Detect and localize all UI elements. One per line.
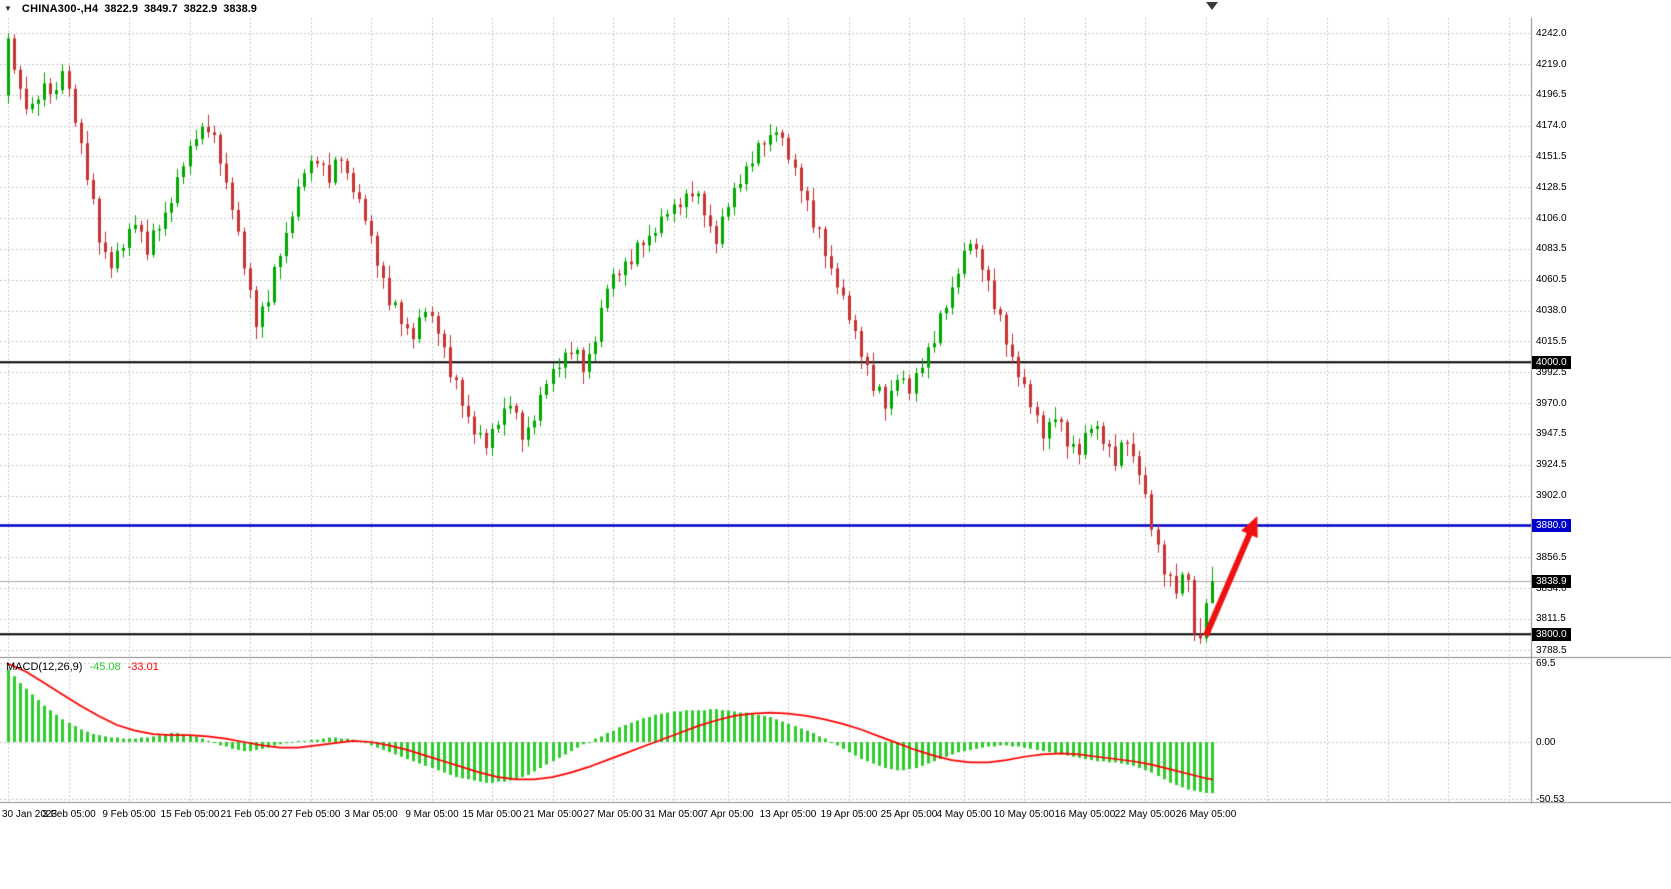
price-axis-label: 3856.5: [1536, 551, 1567, 563]
time-axis-label: 9 Mar 05:00: [405, 809, 459, 820]
price-badge: 3880.0: [1532, 519, 1571, 532]
time-axis-label: 30 Jan 2023: [2, 809, 58, 820]
time-axis-label: 13 Apr 05:00: [759, 809, 817, 820]
time-axis-label: 10 May 05:00: [993, 809, 1055, 820]
price-axis-label: 3970.0: [1536, 397, 1567, 409]
price-axis-label: 3834.0: [1536, 582, 1567, 594]
price-axis-label: 3924.5: [1536, 459, 1567, 471]
price-axis-label: 4242.0: [1536, 27, 1567, 39]
macd-scale-label: -50.53: [1536, 793, 1565, 805]
time-axis-label: 7 Apr 05:00: [702, 809, 754, 820]
price-axis-label: 4038.0: [1536, 305, 1567, 317]
time-axis-label: 15 Feb 05:00: [160, 809, 220, 820]
time-axis-label: 27 Mar 05:00: [583, 809, 643, 820]
price-axis-label: 4015.5: [1536, 335, 1567, 347]
quote-low: 3822.9: [183, 3, 218, 15]
time-axis-label: 22 May 05:00: [1114, 809, 1176, 820]
time-axis-label: 26 May 05:00: [1175, 809, 1237, 820]
price-axis-label: 3902.0: [1536, 490, 1567, 502]
time-axis-label: 3 Mar 05:00: [344, 809, 398, 820]
price-axis-label: 4060.5: [1536, 274, 1567, 286]
quote-high: 3849.7: [143, 3, 178, 15]
time-axis-label: 21 Mar 05:00: [523, 809, 583, 820]
price-axis-label: 4083.5: [1536, 243, 1567, 255]
time-axis-label: 15 Mar 05:00: [462, 809, 522, 820]
time-axis-label: 19 Apr 05:00: [820, 809, 878, 820]
quote-open: 3822.9: [104, 3, 138, 15]
time-axis[interactable]: 30 Jan 2023 3 Feb 05:00 9 Feb 05:00 15 Feb …: [0, 803, 1671, 829]
chevron-down-icon[interactable]: ▼: [4, 4, 12, 13]
price-axis-label: 3788.5: [1536, 644, 1567, 656]
price-axis-label: 4196.5: [1536, 89, 1567, 101]
macd-title: MACD(12,26,9): [6, 661, 83, 673]
time-axis-label: 31 Mar 05:00: [644, 809, 704, 820]
time-axis-label: 25 Apr 05:00: [880, 809, 938, 820]
chart-header: ▼ CHINA300-,H4 3822.9 3849.7 3822.9 3838…: [0, 0, 257, 18]
time-axis-label: 27 Feb 05:00: [281, 809, 341, 820]
quote-close: 3838.9: [223, 3, 257, 15]
price-axis-label: 4219.0: [1536, 58, 1567, 70]
price-axis-label: 4128.5: [1536, 181, 1567, 193]
price-axis-label: 3811.5: [1536, 613, 1566, 625]
price-axis-label: 4151.5: [1536, 150, 1567, 162]
price-badge: 3838.9: [1532, 574, 1571, 588]
macd-value: -45.08: [89, 661, 121, 673]
price-axis-label: 4106.0: [1536, 212, 1567, 224]
macd-scale-label: 69.5: [1536, 657, 1556, 669]
macd-scale-label: 0.00: [1536, 736, 1556, 748]
price-badge: 4000.0: [1532, 355, 1571, 369]
time-axis-label: 16 May 05:00: [1054, 809, 1116, 820]
time-axis-label: 21 Feb 05:00: [220, 809, 280, 820]
price-axis-label: 3947.5: [1536, 428, 1567, 440]
macd-indicator-label: MACD(12,26,9) -45.08 -33.01: [6, 661, 166, 673]
chart-shift-marker[interactable]: [1206, 2, 1218, 10]
symbol-period-label: CHINA300-,H4: [21, 3, 99, 15]
macd-signal-value: -33.01: [127, 661, 159, 673]
time-axis-label: 9 Feb 05:00: [102, 809, 156, 820]
price-axis-label: 3992.5: [1536, 366, 1567, 378]
time-axis-label: 4 May 05:00: [936, 809, 992, 820]
price-badge: 3800.0: [1532, 627, 1571, 641]
price-axis-label: 4174.0: [1536, 120, 1567, 132]
price-axis[interactable]: 4242.0 4219.0 4196.5 4174.0 4151.5 4128.5 4106…: [1531, 0, 1671, 805]
time-axis-label: 3 Feb 05:00: [42, 809, 96, 820]
